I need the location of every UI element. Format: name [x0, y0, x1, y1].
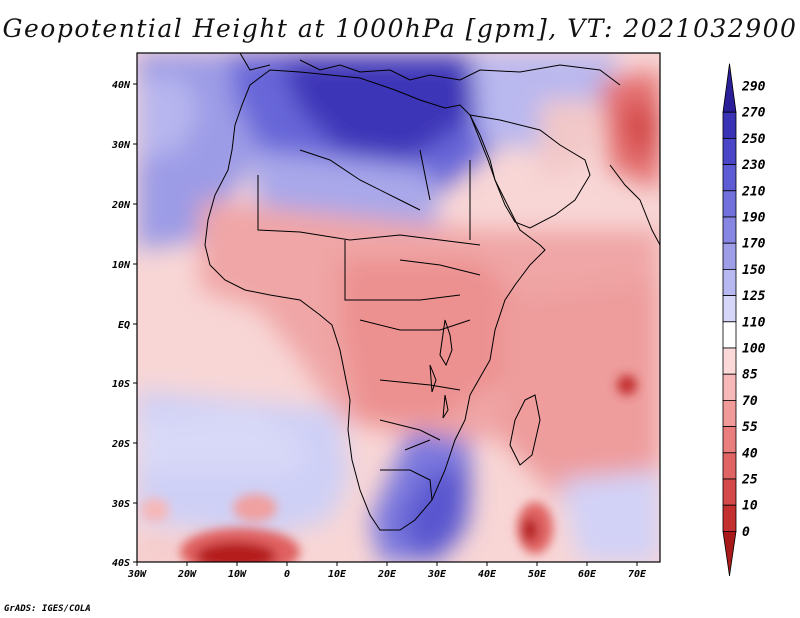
colorbar-label: 70: [742, 394, 758, 409]
colorbar-label: 210: [741, 184, 766, 199]
colorbar-swatch: [722, 242, 737, 270]
coastlines: [204, 53, 660, 531]
colorbar-swatch: [722, 321, 737, 349]
lon-tick-label: 30E: [427, 569, 447, 580]
colorbar-swatch: [722, 164, 737, 192]
lat-tick-label: 10N: [112, 260, 131, 271]
colorbar-label: 0: [742, 525, 750, 540]
lon-tick-label: 70E: [628, 569, 647, 580]
colorbar-label: 170: [742, 237, 766, 252]
colorbar-label: 125: [742, 289, 766, 304]
colorbar-label: 85: [742, 368, 758, 383]
lon-tick-label: 50E: [528, 569, 547, 580]
lon-tick-label: 0: [284, 569, 290, 580]
lon-tick-label: 60E: [578, 569, 597, 580]
longitude-labels: 30W 20W 10W 0 10E 20E 30E 40E 50E 60E 70…: [127, 569, 647, 580]
lon-tick-label: 20W: [177, 569, 197, 580]
plot-frame: [136, 52, 661, 563]
colorbar-swatch: [722, 137, 737, 165]
colorbar-swatch: [722, 478, 737, 506]
lat-tick-label: 20N: [111, 200, 131, 211]
colorbar-swatch: [722, 216, 737, 244]
colorbar-label: 190: [742, 211, 766, 226]
lon-tick-label: 20E: [377, 569, 397, 580]
lon-tick-label: 30W: [127, 569, 147, 580]
colorbar-swatch: [722, 504, 737, 532]
lon-tick-label: 40E: [478, 569, 497, 580]
colorbar-swatch: [722, 111, 737, 139]
colorbar-swatch: [722, 268, 737, 296]
height-field: [137, 53, 660, 562]
map-title: Geopotential Height at 1000hPa [gpm], VT…: [2, 14, 798, 43]
lon-tick-label: 10W: [228, 569, 247, 580]
colorbar-label: 110: [742, 315, 766, 330]
colorbar-label: 230: [741, 158, 766, 173]
colorbar-swatch: [722, 426, 737, 454]
axis-ticks: [133, 83, 638, 566]
lat-tick-label: 30S: [111, 499, 130, 510]
colorbar-labels: 2902702502302101901701501251101008570554…: [741, 80, 766, 540]
lon-tick-label: 10E: [328, 569, 347, 580]
colorbar-label: 290: [741, 80, 766, 95]
colorbar-swatch: [722, 399, 737, 427]
lat-tick-label: 40N: [112, 80, 131, 91]
colorbar-label: 150: [742, 263, 766, 278]
colorbar-swatch: [722, 452, 737, 480]
lat-tick-label: 20S: [111, 439, 130, 450]
colorbar-label: 25: [741, 473, 758, 488]
latitude-labels: 40N 30N 20N 10N EQ 10S 20S 30S 40S: [111, 80, 131, 569]
lat-tick-label: 10S: [112, 379, 130, 390]
colorbar-swatch: [722, 373, 737, 401]
lat-tick-label: 30N: [111, 140, 131, 151]
colorbar-swatch: [722, 295, 737, 323]
colorbar-swatch: [722, 190, 737, 218]
colorbar-label: 40: [742, 446, 758, 461]
colorbar-swatch: [722, 347, 737, 375]
colorbar-label: 250: [741, 132, 766, 147]
colorbar-swatch: [722, 63, 737, 113]
colorbar: 2902702502302101901701501251101008570554…: [722, 63, 766, 576]
credit-text: GrADS: IGES/COLA: [4, 604, 91, 614]
lat-tick-label: 40S: [112, 558, 130, 569]
colorbar-label: 100: [742, 342, 766, 357]
colorbar-swatch: [722, 531, 737, 576]
lat-tick-label: EQ: [118, 320, 130, 331]
colorbar-label: 270: [741, 106, 766, 121]
colorbar-boxes: [722, 63, 737, 576]
colorbar-label: 55: [742, 420, 758, 435]
colorbar-label: 10: [742, 499, 758, 514]
